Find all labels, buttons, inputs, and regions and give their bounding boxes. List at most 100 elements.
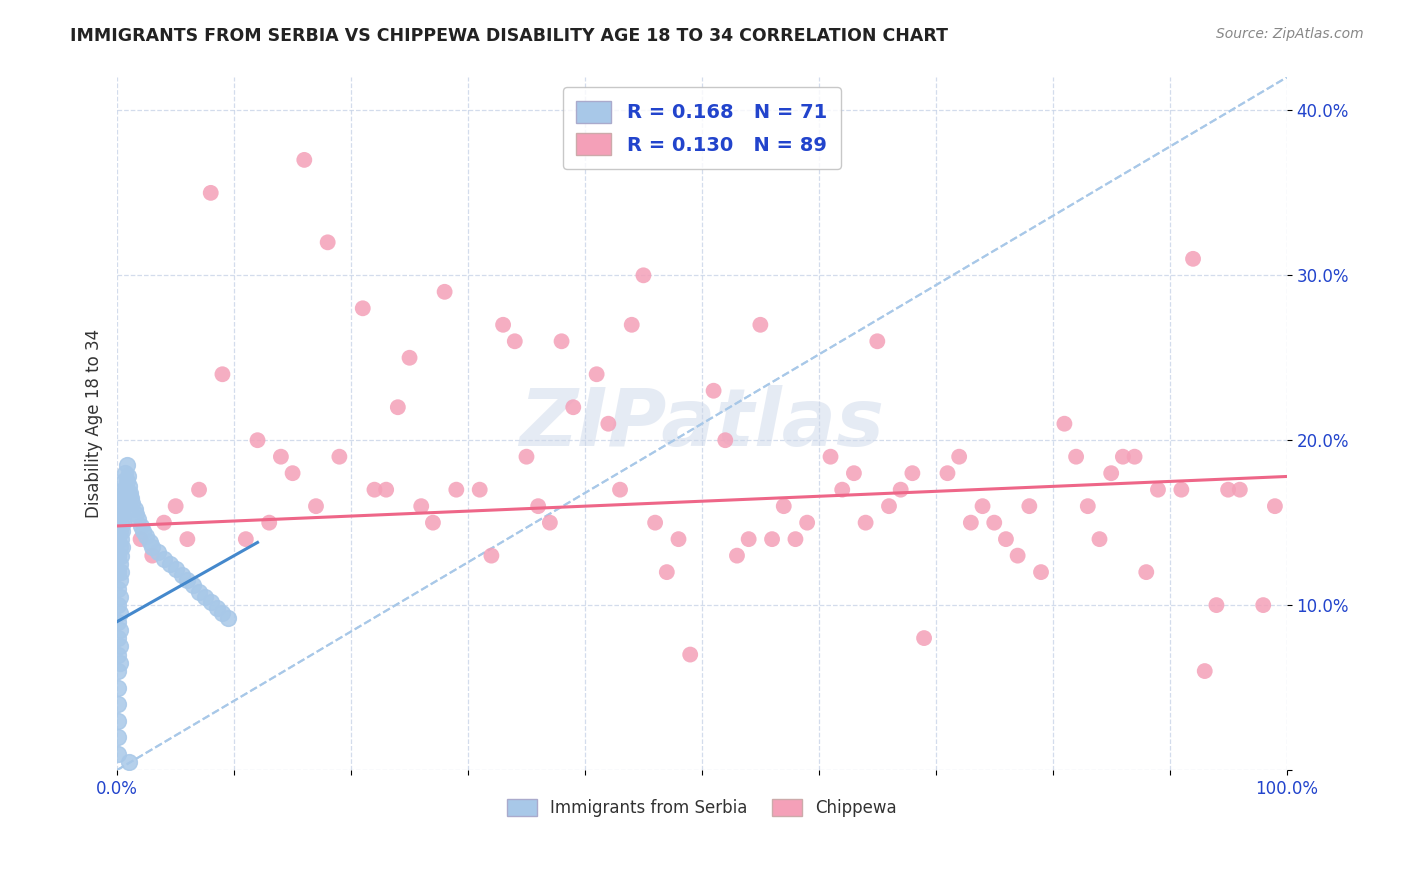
Point bbox=[108, 574, 131, 588]
Point bbox=[107, 516, 129, 530]
Point bbox=[1112, 450, 1135, 464]
Point bbox=[633, 268, 655, 283]
Point bbox=[1088, 532, 1111, 546]
Point bbox=[200, 186, 222, 200]
Point bbox=[270, 450, 292, 464]
Point bbox=[121, 496, 143, 510]
Point bbox=[411, 499, 433, 513]
Point bbox=[107, 582, 129, 596]
Point bbox=[107, 730, 129, 744]
Point bbox=[948, 450, 970, 464]
Point bbox=[129, 532, 152, 546]
Point bbox=[146, 545, 169, 559]
Point bbox=[107, 648, 129, 662]
Point bbox=[1147, 483, 1170, 497]
Point bbox=[1029, 565, 1052, 579]
Point bbox=[112, 516, 135, 530]
Point bbox=[550, 334, 572, 349]
Point bbox=[877, 499, 900, 513]
Legend: Immigrants from Serbia, Chippewa: Immigrants from Serbia, Chippewa bbox=[501, 792, 904, 824]
Point bbox=[165, 562, 187, 576]
Point bbox=[141, 541, 163, 555]
Point bbox=[107, 747, 129, 761]
Point bbox=[1099, 466, 1122, 480]
Point bbox=[108, 508, 131, 522]
Point bbox=[598, 417, 620, 431]
Point bbox=[1216, 483, 1239, 497]
Point bbox=[107, 681, 129, 695]
Point bbox=[1064, 450, 1087, 464]
Point bbox=[1053, 417, 1076, 431]
Point bbox=[994, 532, 1017, 546]
Point bbox=[912, 631, 935, 645]
Point bbox=[714, 434, 737, 448]
Point bbox=[108, 607, 131, 621]
Point bbox=[1018, 499, 1040, 513]
Point bbox=[211, 368, 233, 382]
Point bbox=[960, 516, 983, 530]
Point bbox=[1229, 483, 1251, 497]
Point bbox=[129, 519, 152, 533]
Point bbox=[668, 532, 690, 546]
Point bbox=[107, 697, 129, 711]
Point bbox=[176, 532, 198, 546]
Text: Source: ZipAtlas.com: Source: ZipAtlas.com bbox=[1216, 27, 1364, 41]
Point bbox=[135, 529, 157, 543]
Point bbox=[108, 623, 131, 637]
Point bbox=[153, 516, 176, 530]
Point bbox=[111, 508, 134, 522]
Point bbox=[125, 508, 148, 522]
Point bbox=[703, 384, 725, 398]
Point bbox=[139, 535, 162, 549]
Point bbox=[124, 502, 146, 516]
Point bbox=[112, 499, 135, 513]
Point bbox=[107, 549, 129, 563]
Point bbox=[901, 466, 924, 480]
Point bbox=[114, 466, 136, 480]
Point bbox=[127, 512, 149, 526]
Point bbox=[468, 483, 491, 497]
Point bbox=[107, 565, 129, 579]
Point bbox=[108, 557, 131, 571]
Point bbox=[983, 516, 1005, 530]
Point bbox=[194, 590, 217, 604]
Point bbox=[132, 524, 155, 538]
Point bbox=[316, 235, 339, 250]
Text: IMMIGRANTS FROM SERBIA VS CHIPPEWA DISABILITY AGE 18 TO 34 CORRELATION CHART: IMMIGRANTS FROM SERBIA VS CHIPPEWA DISAB… bbox=[70, 27, 948, 45]
Point bbox=[772, 499, 794, 513]
Point bbox=[527, 499, 550, 513]
Point bbox=[170, 568, 193, 582]
Point bbox=[110, 516, 132, 530]
Point bbox=[107, 532, 129, 546]
Point bbox=[446, 483, 468, 497]
Point bbox=[111, 541, 134, 555]
Point bbox=[200, 595, 222, 609]
Point bbox=[111, 491, 134, 505]
Point bbox=[111, 524, 134, 538]
Point bbox=[1182, 252, 1205, 266]
Point bbox=[110, 499, 132, 513]
Point bbox=[515, 450, 537, 464]
Point bbox=[211, 607, 233, 621]
Point bbox=[363, 483, 385, 497]
Point bbox=[655, 565, 678, 579]
Point bbox=[107, 631, 129, 645]
Y-axis label: Disability Age 18 to 34: Disability Age 18 to 34 bbox=[86, 329, 103, 518]
Point bbox=[644, 516, 666, 530]
Point bbox=[725, 549, 748, 563]
Point bbox=[107, 664, 129, 678]
Point bbox=[181, 578, 204, 592]
Point bbox=[585, 368, 607, 382]
Point bbox=[387, 401, 409, 415]
Point bbox=[188, 585, 211, 599]
Point bbox=[176, 574, 198, 588]
Point bbox=[257, 516, 280, 530]
Point bbox=[115, 475, 138, 489]
Point bbox=[1251, 598, 1274, 612]
Point bbox=[110, 549, 132, 563]
Point bbox=[112, 483, 135, 497]
Point bbox=[866, 334, 889, 349]
Point bbox=[1135, 565, 1157, 579]
Point bbox=[831, 483, 853, 497]
Point bbox=[761, 532, 783, 546]
